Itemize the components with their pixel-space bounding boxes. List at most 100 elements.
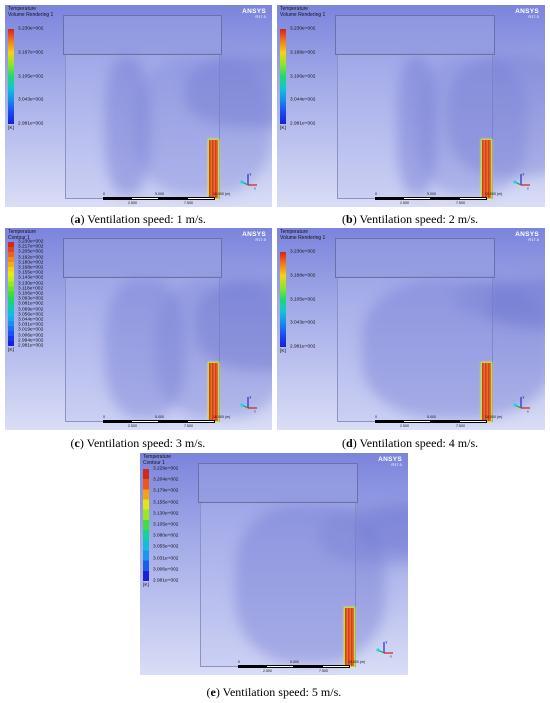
caption-paren: ( xyxy=(70,212,75,226)
scale-bar-label: 10.000 (m) xyxy=(213,415,231,419)
legend-tick-label: 2.994e+002 xyxy=(18,338,44,344)
legend-title-plot: Volume Rendering 1 xyxy=(8,11,54,18)
legend-tick-label: 2.981e+002 xyxy=(18,121,44,127)
render-panel-b: Temperature Volume Rendering 1 ANSYS R17.0 3… xyxy=(277,5,545,207)
legend-tick-label: 3.168e+002 xyxy=(18,265,44,271)
temperature-plume xyxy=(195,280,272,370)
temperature-plume xyxy=(135,57,270,195)
scale-bar-label: 5.000 xyxy=(155,192,164,196)
caption-c: (c) Ventilation speed: 3 m/s. xyxy=(71,436,206,451)
temperature-plume xyxy=(105,280,185,418)
legend-colorbar xyxy=(280,29,286,124)
scale-bar-label: 2.500 xyxy=(263,669,272,673)
scale-bar: 0 5.000 10.000 (m) 2.500 7.500 xyxy=(375,415,502,428)
legend-colorbar xyxy=(280,252,286,347)
ventilation-duct xyxy=(63,15,222,55)
scale-bar-segment xyxy=(403,197,431,200)
temperature-legend: 3.230e+002 3.167e+002 3.105e+002 3.043e+002… xyxy=(8,26,68,131)
scale-bar-segment xyxy=(375,197,403,200)
temperature-plume xyxy=(320,505,408,565)
x-axis-label: x xyxy=(390,655,392,659)
scale-bar-label: 0 xyxy=(375,415,377,419)
ansys-logo: ANSYS R17.0 xyxy=(515,8,539,20)
axis-origin-marker xyxy=(240,403,244,407)
legend-colorbar xyxy=(8,242,14,346)
scale-bar: 0 5.000 10.000 (m) 2.500 7.500 xyxy=(375,192,502,205)
caption-d: (d) Ventilation speed: 4 m/s. xyxy=(342,436,478,451)
legend-tick-label: 3.143e+002 xyxy=(18,275,44,281)
scale-bar-label: 7.500 xyxy=(184,424,193,428)
y-axis-label: y xyxy=(523,395,525,399)
scale-bar-label: 10.000 (m) xyxy=(485,415,503,419)
ventilation-duct xyxy=(63,238,222,278)
legend-unit: [K] xyxy=(8,126,14,131)
scale-bar: 0 5.000 10.000 (m) 2.500 7.500 xyxy=(103,415,230,428)
legend-title: Temperature Contour 1 xyxy=(143,454,171,466)
legend-tick-label: 3.006e+002 xyxy=(153,567,179,573)
legend-tick-label: 3.056e+002 xyxy=(18,312,44,318)
scale-bar-label: 2.500 xyxy=(400,201,409,205)
ansys-logo-name: ANSYS xyxy=(515,231,539,238)
axis-origin-marker xyxy=(513,180,517,184)
caption-text: Ventilation speed: 3 m/s. xyxy=(86,436,206,450)
scale-bar-label: 2.500 xyxy=(128,424,137,428)
ansys-logo: ANSYS R17.0 xyxy=(242,231,266,243)
render-panel-d: Temperature Volume Rendering 1 ANSYS R17.0 3… xyxy=(277,228,545,430)
temperature-plume xyxy=(362,280,545,418)
legend-tick-label: 3.180e+002 xyxy=(18,260,44,266)
caption-paren: ( xyxy=(342,212,346,226)
legend-tick-label: 2.981e+002 xyxy=(18,343,44,349)
legend-tick-label: 3.080e+002 xyxy=(153,533,179,539)
legend-title: Temperature Volume Rendering 1 xyxy=(280,6,325,18)
caption-letter: e xyxy=(210,685,216,699)
caption-paren: ) xyxy=(79,436,87,450)
render-panel-c: Temperature Contour 1 ANSYS R17.0 3.230e+002… xyxy=(5,228,272,430)
caption-letter: c xyxy=(74,436,80,450)
legend-unit: [K] xyxy=(280,126,286,131)
legend-tick-label: 3.230e+002 xyxy=(18,26,44,32)
legend-unit: [K] xyxy=(280,349,286,354)
temperature-plume xyxy=(105,57,150,195)
caption-paren: ( xyxy=(70,436,75,450)
ansys-logo-name: ANSYS xyxy=(242,8,266,15)
legend-tick-label: 3.230e+002 xyxy=(18,239,44,245)
caption-text: Ventilation speed: 4 m/s. xyxy=(359,436,479,450)
temperature-legend: 3.230e+002 3.217e+002 3.205e+002 3.192e+002… xyxy=(8,239,68,353)
legend-tick-label: 3.229e+002 xyxy=(153,466,179,472)
scale-bar-segment xyxy=(131,420,159,423)
room-outline xyxy=(65,276,220,422)
ansys-logo-name: ANSYS xyxy=(378,456,402,463)
legend-title-variable: Temperature xyxy=(280,6,309,12)
legend-tick-label: 3.192e+002 xyxy=(18,255,44,261)
render-panel-e: Temperature Contour 1 ANSYS R17.0 3.229e+002… xyxy=(140,453,408,675)
legend-tick-label: 3.105e+002 xyxy=(18,74,44,79)
scale-bar-segment xyxy=(103,420,131,423)
legend-tick-label: 3.044e+002 xyxy=(18,317,44,323)
temperature-plume xyxy=(417,57,527,195)
scale-bar-segment xyxy=(431,197,459,200)
scale-bar-label: 5.000 xyxy=(427,192,436,196)
scale-bar-segment xyxy=(187,197,215,200)
x-axis-label: x xyxy=(527,410,529,414)
y-axis-label: y xyxy=(250,172,252,176)
scale-bar-label: 0 xyxy=(238,660,240,664)
legend-tick-label: 3.069e+002 xyxy=(18,307,44,313)
scale-bar-label: 0 xyxy=(103,415,105,419)
caption-letter: b xyxy=(346,212,353,226)
scale-bar-segment xyxy=(431,420,459,423)
legend-colorbar xyxy=(143,469,149,581)
legend-tick-label: 2.981e+002 xyxy=(153,578,179,584)
temperature-plume xyxy=(185,57,272,127)
legend-tick-label: 2.981e+002 xyxy=(290,344,316,350)
scale-bar-label: 5.000 xyxy=(290,660,299,664)
temperature-legend: 3.229e+002 3.204e+002 3.179e+002 3.155e+002… xyxy=(143,466,203,588)
ventilation-duct xyxy=(335,238,495,278)
heat-source xyxy=(481,362,492,422)
ansys-logo: ANSYS R17.0 xyxy=(242,8,266,20)
x-axis-label: x xyxy=(254,187,256,191)
scale-bar-segment xyxy=(266,665,294,668)
scale-bar-label: 2.500 xyxy=(128,201,137,205)
legend-tick-label: 3.168e+002 xyxy=(290,273,316,279)
legend-title: Temperature Volume Rendering 1 xyxy=(8,6,54,18)
